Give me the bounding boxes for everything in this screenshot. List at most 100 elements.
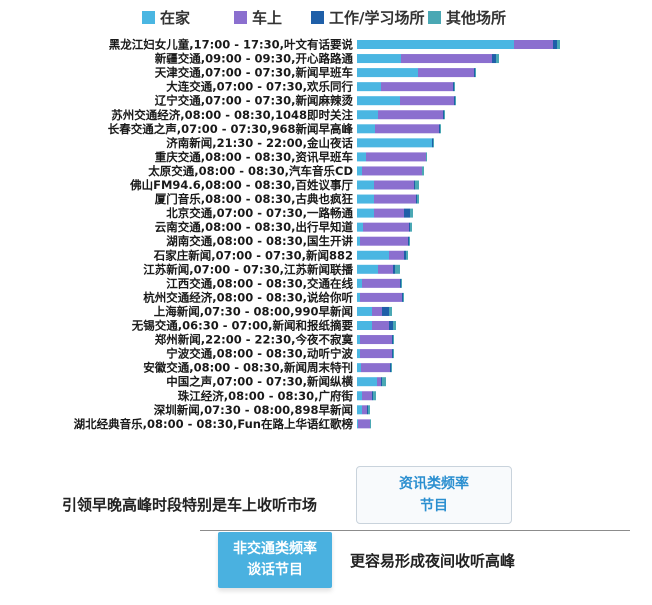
bar-segment-s1 — [374, 208, 404, 218]
bar-segment-s1 — [362, 278, 400, 288]
legend-swatch-3 — [428, 11, 441, 24]
category-label: 苏州交通经济,08:00 - 08:30,1048即时关注 — [111, 108, 353, 122]
legend-label-1: 车上 — [252, 9, 282, 27]
bar-segment-s3 — [389, 306, 392, 316]
bar-segment-s0 — [357, 222, 363, 232]
category-label: 珠江经济,08:00 - 08:30,广府街 — [178, 389, 354, 403]
bar-segment-s0 — [357, 68, 418, 78]
bar-segment-s0 — [357, 292, 360, 302]
bar-segment-s1 — [362, 405, 367, 415]
bar-segment-s0 — [357, 208, 374, 218]
category-label: 石家庄新闻,07:00 - 07:30,新闻882 — [153, 248, 353, 262]
bar-segment-s1 — [360, 335, 392, 345]
bar-segment-s3 — [557, 40, 560, 49]
chart-legend: 在家 车上 工作/学习场所 其他场所 — [142, 9, 506, 27]
bar-segment-s2 — [389, 321, 393, 330]
bar-segment-s0 — [357, 124, 375, 134]
legend-label-2: 工作/学习场所 — [329, 9, 424, 27]
talk-show-badge: 非交通类频率 谈话节目 — [218, 532, 332, 588]
bar-series — [357, 40, 560, 429]
category-label: 新疆交通,09:00 - 09:30,开心路路通 — [155, 52, 354, 66]
category-label: 杭州交通经济,08:00 - 08:30,说给你听 — [143, 290, 353, 304]
bar-segment-s3 — [422, 166, 424, 176]
bar-segment-s3 — [409, 236, 410, 246]
bar-segment-s3 — [455, 96, 456, 106]
stacked-bar-chart: 在家 车上 工作/学习场所 其他场所 黑龙江妇女儿童,17:00 - 17:30,叶文… — [74, 9, 560, 431]
bar-segment-s3 — [391, 363, 392, 373]
bar-segment-s1 — [360, 292, 402, 302]
bar-segment-s1 — [366, 152, 426, 162]
bar-segment-s1 — [362, 391, 372, 401]
bar-segment-s3 — [426, 152, 427, 162]
bar-segment-s1 — [374, 180, 414, 190]
bar-segment-s0 — [357, 250, 389, 260]
bar-segment-s1 — [400, 96, 454, 106]
bar-segment-s2 — [454, 96, 455, 106]
talk-badge-line2: 谈话节目 — [247, 562, 303, 578]
bar-segment-s2 — [432, 138, 433, 148]
bar-segment-s0 — [357, 96, 400, 106]
category-label: 天津交通,07:00 - 07:30,新闻早班车 — [155, 66, 354, 80]
bar-segment-s3 — [444, 110, 445, 120]
bar-segment-s0 — [357, 363, 361, 373]
bar-segment-s3 — [406, 250, 408, 260]
night-peak-note: 更容易形成夜间收听高峰 — [350, 552, 516, 570]
bar-segment-s0 — [357, 138, 432, 148]
news-frequency-callout: 资讯类频率 节目 — [356, 466, 512, 524]
bar-segment-s0 — [357, 349, 360, 359]
bar-segment-s2 — [392, 335, 393, 345]
category-label: 大连交通,07:00 - 07:30,欢乐同行 — [166, 80, 353, 94]
bar-segment-s1 — [375, 124, 439, 134]
category-label: 北京交通,07:00 - 07:30,一路畅通 — [166, 206, 353, 220]
legend-label-3: 其他场所 — [446, 9, 506, 27]
bar-segment-s1 — [360, 236, 408, 246]
bar-segment-s2 — [414, 180, 415, 190]
category-label: 长春交通之声,07:00 - 07:30,968新闻早高峰 — [108, 122, 354, 136]
news-callout-line1: 资讯类频率 — [399, 476, 469, 492]
bar-segment-s3 — [401, 278, 402, 288]
bar-segment-s3 — [440, 124, 441, 134]
bar-segment-s2 — [390, 363, 391, 373]
category-label: 深圳新闻,07:30 - 08:00,898早新闻 — [154, 403, 353, 417]
bar-segment-s2 — [392, 349, 393, 359]
bar-segment-s3 — [410, 208, 413, 218]
bar-segment-s0 — [357, 54, 401, 64]
legend-label-0: 在家 — [160, 9, 190, 27]
bar-segment-s0 — [357, 377, 377, 387]
bar-segment-s0 — [357, 278, 362, 288]
bar-segment-s3 — [393, 335, 394, 345]
category-label: 重庆交通,08:00 - 08:30,资讯早班车 — [155, 150, 354, 164]
bar-segment-s1 — [361, 363, 390, 373]
bar-segment-s0 — [357, 180, 374, 190]
category-label: 上海新闻,07:30 - 08:00,990早新闻 — [154, 304, 353, 318]
bar-segment-s1 — [514, 40, 553, 49]
legend-swatch-1 — [234, 11, 247, 24]
category-label: 宁波交通,08:00 - 08:30,动听宁波 — [166, 347, 353, 361]
bar-segment-s1 — [358, 419, 370, 429]
category-label: 郑州新闻,22:00 - 22:30,今夜不寂寞 — [155, 333, 354, 347]
news-callout-line2: 节目 — [420, 498, 448, 514]
talk-badge-line1: 非交通类频率 — [233, 541, 317, 557]
bar-segment-s2 — [416, 194, 417, 204]
bar-segment-s1 — [378, 110, 443, 120]
bar-segment-s2 — [372, 391, 373, 401]
bar-segment-s1 — [389, 250, 404, 260]
category-label: 云南交通,08:00 - 08:30,出行早知道 — [155, 220, 354, 234]
legend-swatch-2 — [311, 11, 324, 24]
bar-segment-s2 — [474, 68, 475, 78]
category-label: 辽宁交通,07:00 - 07:30,新闻麻辣烫 — [155, 94, 354, 108]
bar-segment-s2 — [404, 208, 410, 218]
bar-segment-s0 — [357, 194, 374, 204]
bar-segment-s0 — [357, 166, 362, 176]
bar-segment-s3 — [410, 222, 412, 232]
bar-segment-s3 — [393, 321, 396, 330]
bar-segment-s2 — [382, 306, 389, 316]
bar-segment-s2 — [381, 377, 382, 387]
bar-segment-s2 — [408, 236, 409, 246]
bar-segment-s2 — [453, 82, 454, 92]
category-label: 中国之声,07:00 - 07:30,新闻纵横 — [166, 375, 353, 389]
bar-segment-s1 — [377, 377, 381, 387]
bar-segment-s0 — [357, 152, 366, 162]
bar-segment-s0 — [357, 321, 372, 330]
bar-segment-s1 — [362, 166, 422, 176]
